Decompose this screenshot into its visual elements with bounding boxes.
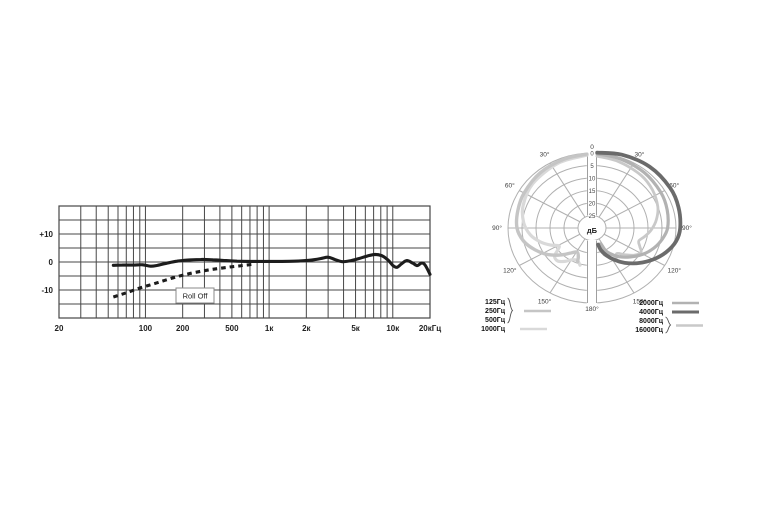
polar-scale-labels: 0 5 10 15 20 25 bbox=[589, 151, 596, 220]
polar-angle-label: 30° bbox=[540, 151, 550, 159]
polar-pattern-chart: 0 5 10 15 20 25 дБ 0 180° 30° 30° 60° 60° 90° 90° 120° 1… bbox=[481, 144, 703, 334]
rolloff-label: Roll Off bbox=[183, 292, 209, 301]
freq-y-axis-labels: +10 0 -10 bbox=[39, 230, 53, 295]
polar-scale-tick: 5 bbox=[590, 164, 594, 170]
rolloff-label-box bbox=[175, 287, 215, 304]
polar-angle-label: 60° bbox=[505, 182, 515, 190]
freq-y-tick-label: -10 bbox=[41, 286, 53, 295]
polar-curve-125Гц-250Гц-500Гц bbox=[514, 152, 589, 264]
polar-curve-4000Гц bbox=[595, 150, 683, 266]
polar-curve-2000Гц bbox=[595, 152, 670, 259]
freq-curve-bass-roll-off bbox=[112, 262, 252, 299]
polar-channel-mask-bottom bbox=[586, 240, 598, 305]
freq-x-tick-label: 20 bbox=[55, 324, 64, 333]
legend-label: 1000Гц bbox=[481, 326, 506, 333]
legend-label: 4000Гц bbox=[639, 309, 664, 316]
polar-angle-labels: 0 180° 30° 30° 60° 60° 90° 90° 120° 120° 150° 150° bbox=[492, 144, 692, 313]
polar-angle-label-180: 180° bbox=[585, 305, 599, 313]
freq-x-tick-label: 2к bbox=[302, 324, 311, 333]
polar-scale-tick: 15 bbox=[589, 189, 596, 195]
polar-angle-label: 120° bbox=[667, 266, 681, 274]
freq-x-tick-label: 5к bbox=[351, 324, 360, 333]
rolloff-annotation: Roll Off bbox=[175, 287, 215, 304]
polar-scale-tick: 10 bbox=[589, 176, 596, 182]
legend-label: 8000Гц bbox=[639, 318, 664, 325]
legend-brace bbox=[665, 316, 672, 334]
polar-angle-label: 120° bbox=[503, 266, 517, 274]
freq-y-tick-label: 0 bbox=[49, 258, 54, 267]
legend-right: 2000Гц 4000Гц 8000Гц 16000Гц bbox=[635, 300, 703, 334]
legend-label: 250Гц bbox=[485, 308, 506, 315]
polar-angle-label: 90° bbox=[492, 224, 502, 232]
polar-ray bbox=[519, 233, 581, 266]
polar-ray bbox=[549, 238, 586, 294]
legend-left: 125Гц 250Гц 500Гц 1000Гц bbox=[481, 297, 551, 333]
polar-angle-label: 30° bbox=[635, 151, 645, 159]
freq-x-tick-label: 10к bbox=[386, 324, 400, 333]
polar-curve-1000Гц bbox=[520, 153, 589, 267]
freq-x-tick-label: 200 bbox=[176, 324, 190, 333]
legend-label: 16000Гц bbox=[635, 327, 663, 334]
freq-x-tick-label: 1к bbox=[265, 324, 274, 333]
freq-y-tick-label: +10 bbox=[39, 230, 53, 239]
polar-scale-tick: 20 bbox=[589, 201, 596, 207]
polar-angle-label-0: 0 bbox=[590, 144, 594, 151]
legend-brace bbox=[507, 297, 514, 324]
freq-curve-main-response bbox=[111, 252, 432, 276]
legend-label: 125Гц bbox=[485, 299, 506, 306]
polar-ray bbox=[598, 162, 635, 218]
polar-ray bbox=[519, 190, 581, 223]
freq-x-tick-label: 20кГц bbox=[419, 324, 441, 333]
polar-angle-label: 90° bbox=[682, 224, 692, 232]
polar-channel-mask-top bbox=[586, 151, 598, 216]
freq-x-axis-labels: 20 100 200 500 1к 2к 5к 10к 20кГц bbox=[55, 324, 442, 333]
polar-scale-tick: 25 bbox=[589, 214, 596, 220]
polar-angle-label: 60° bbox=[669, 182, 679, 190]
freq-x-tick-label: 100 bbox=[139, 324, 153, 333]
polar-scale-tick: 0 bbox=[590, 151, 594, 157]
polar-angle-label: 150° bbox=[633, 297, 647, 305]
freq-plot-border bbox=[58, 205, 431, 319]
legend-label: 500Гц bbox=[485, 317, 506, 324]
polar-angle-label: 150° bbox=[538, 297, 552, 305]
polar-axis-channel bbox=[587, 153, 597, 303]
freq-x-tick-label: 500 bbox=[225, 324, 239, 333]
polar-ray bbox=[549, 162, 586, 218]
legend-label: 2000Гц bbox=[639, 300, 664, 307]
db-unit-label: дБ bbox=[587, 226, 598, 235]
frequency-response-chart: 20 100 200 500 1к 2к 5к 10к 20кГц +10 0 -10 Roll Off bbox=[39, 205, 442, 333]
